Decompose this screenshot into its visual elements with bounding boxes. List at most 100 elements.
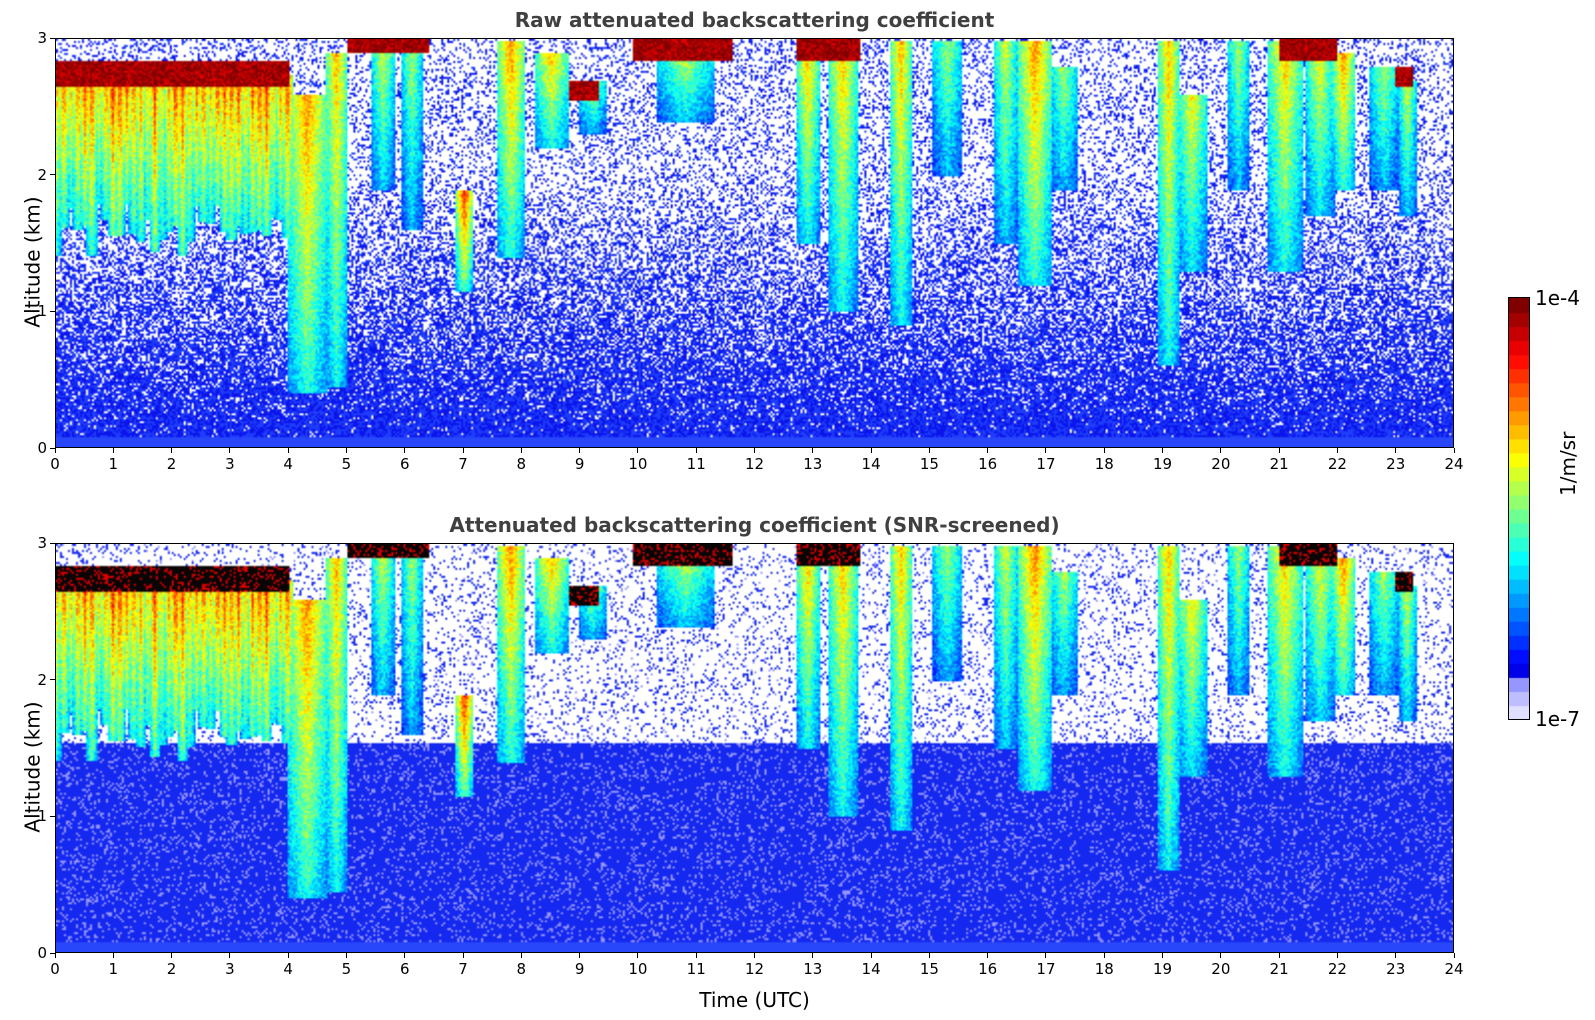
x-tick-label: 8 — [516, 960, 527, 978]
x-tick-mark — [112, 448, 114, 453]
x-tick-label: 4 — [283, 960, 293, 978]
x-tick-mark — [462, 953, 464, 958]
x-tick-mark — [229, 448, 231, 453]
y-tick-label: 0 — [37, 944, 47, 962]
x-tick-label: 6 — [399, 960, 410, 978]
x-tick-label: 12 — [744, 455, 765, 473]
x-tick-label: 9 — [574, 960, 585, 978]
x-tick-mark — [1453, 448, 1455, 453]
x-tick-mark — [1045, 448, 1047, 453]
x-tick-mark — [637, 448, 639, 453]
x-tick-mark — [637, 953, 639, 958]
x-tick-label: 9 — [574, 455, 585, 473]
x-tick-mark — [287, 953, 289, 958]
y-tick-mark — [50, 174, 55, 176]
x-tick-mark — [754, 953, 755, 958]
x-tick-mark — [520, 953, 522, 958]
x-tick-mark — [171, 953, 173, 958]
x-tick-label: 13 — [803, 455, 823, 473]
colorbar-units-label: 1/m/sr — [1556, 431, 1580, 496]
x-tick-mark — [1278, 953, 1280, 958]
x-tick-mark — [1220, 448, 1222, 453]
x-tick-mark — [345, 953, 347, 958]
x-tick-label: 0 — [50, 455, 60, 473]
x-tick-mark — [1453, 953, 1455, 958]
y-tick-mark — [50, 542, 55, 544]
x-tick-mark — [754, 448, 755, 453]
x-tick-label: 2 — [166, 455, 177, 473]
y-tick-label: 2 — [37, 165, 47, 184]
x-tick-label: 20 — [1211, 960, 1231, 978]
y-tick-mark — [50, 952, 55, 954]
x-tick-mark — [870, 953, 872, 958]
x-tick-mark — [404, 953, 406, 958]
x-tick-label: 16 — [978, 455, 998, 473]
y-tick-label: 0 — [37, 439, 47, 457]
colorbar — [1508, 297, 1530, 720]
x-tick-mark — [987, 953, 989, 958]
x-tick-mark — [229, 953, 231, 958]
x-tick-mark — [928, 448, 930, 453]
x-tick-label: 19 — [1152, 960, 1173, 978]
x-tick-label: 5 — [341, 455, 352, 473]
x-tick-label: 15 — [919, 960, 939, 978]
x-tick-label: 13 — [803, 960, 823, 978]
x-tick-mark — [695, 448, 697, 453]
y-tick-mark — [50, 447, 55, 449]
x-tick-mark — [579, 953, 581, 958]
x-tick-label: 3 — [225, 455, 235, 473]
x-tick-mark — [54, 448, 56, 453]
x-tick-label: 21 — [1269, 455, 1289, 473]
x-tick-mark — [462, 448, 464, 453]
x-tick-label: 23 — [1386, 960, 1406, 978]
x-tick-label: 10 — [628, 455, 648, 473]
x-tick-mark — [1395, 448, 1397, 453]
x-tick-mark — [987, 448, 989, 453]
x-tick-mark — [812, 953, 814, 958]
x-tick-mark — [520, 448, 522, 453]
x-tick-mark — [404, 448, 406, 453]
x-tick-label: 8 — [516, 455, 527, 473]
x-tick-label: 2 — [166, 960, 177, 978]
x-tick-label: 22 — [1327, 960, 1347, 978]
x-tick-label: 1 — [108, 455, 119, 473]
screened-heatmap-canvas — [56, 544, 1453, 952]
x-tick-label: 17 — [1036, 960, 1056, 978]
x-tick-mark — [345, 448, 347, 453]
y-tick-mark — [50, 37, 55, 39]
colorbar-gradient — [1509, 298, 1529, 719]
x-tick-label: 4 — [283, 455, 293, 473]
raw-heatmap-canvas — [56, 39, 1453, 447]
x-tick-label: 6 — [399, 455, 410, 473]
x-tick-label: 24 — [1444, 455, 1464, 473]
x-tick-mark — [870, 448, 872, 453]
x-tick-mark — [112, 953, 114, 958]
x-tick-mark — [579, 448, 581, 453]
x-tick-mark — [1045, 953, 1047, 958]
x-tick-label: 24 — [1444, 960, 1464, 978]
x-tick-label: 11 — [686, 960, 706, 978]
x-tick-label: 5 — [341, 960, 352, 978]
x-tick-mark — [54, 953, 56, 958]
x-tick-mark — [1336, 953, 1338, 958]
x-tick-mark — [171, 448, 173, 453]
x-tick-mark — [1278, 448, 1280, 453]
x-tick-mark — [1162, 448, 1164, 453]
x-tick-label: 1 — [108, 960, 119, 978]
y-tick-label: 1 — [37, 302, 47, 321]
top-chart-title: Raw attenuated backscattering coefficien… — [514, 8, 995, 32]
y-tick-mark — [50, 679, 55, 681]
x-axis-label: Time (UTC) — [699, 988, 810, 1012]
x-tick-mark — [1103, 953, 1105, 958]
x-tick-mark — [1162, 953, 1164, 958]
y-tick-label: 3 — [37, 29, 47, 47]
x-tick-label: 14 — [861, 455, 881, 473]
x-tick-label: 10 — [628, 960, 648, 978]
x-tick-label: 7 — [458, 455, 468, 473]
x-tick-label: 16 — [978, 960, 998, 978]
y-tick-mark — [50, 310, 55, 312]
x-tick-label: 3 — [225, 960, 235, 978]
x-tick-label: 22 — [1327, 455, 1347, 473]
x-tick-label: 14 — [861, 960, 881, 978]
x-tick-label: 20 — [1211, 455, 1231, 473]
